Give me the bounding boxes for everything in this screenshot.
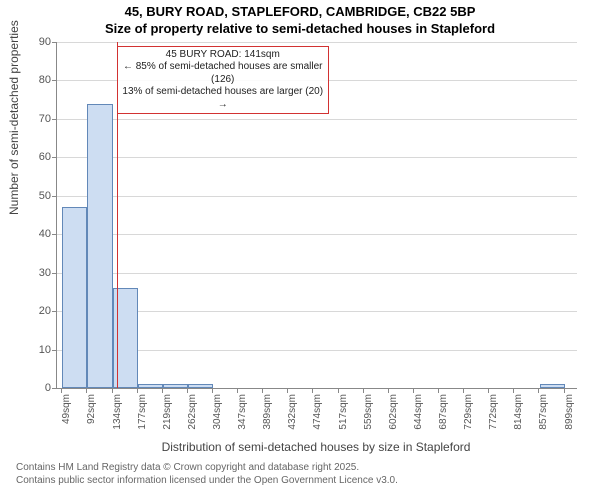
xtick-label: 347sqm	[237, 394, 248, 430]
annotation-line2: ← 85% of semi-detached houses are smalle…	[122, 61, 324, 86]
xtick-label: 517sqm	[338, 394, 349, 430]
xtick-mark	[488, 388, 489, 393]
plot-area: 45 BURY ROAD: 141sqm← 85% of semi-detach…	[56, 42, 577, 389]
xtick-mark	[463, 388, 464, 393]
ytick-mark	[52, 273, 57, 274]
gridline-h	[57, 42, 577, 43]
ytick-label: 90	[21, 36, 51, 48]
footer-line2: Contains public sector information licen…	[16, 475, 398, 486]
ytick-mark	[52, 350, 57, 351]
chart-title-line1: 45, BURY ROAD, STAPLEFORD, CAMBRIDGE, CB…	[0, 4, 600, 19]
histogram-bar	[87, 104, 112, 388]
chart-container: 45, BURY ROAD, STAPLEFORD, CAMBRIDGE, CB…	[0, 0, 600, 500]
ytick-label: 30	[21, 267, 51, 279]
xtick-label: 729sqm	[463, 394, 474, 430]
annotation-line1: 45 BURY ROAD: 141sqm	[122, 49, 324, 62]
xtick-mark	[86, 388, 87, 393]
xtick-mark	[137, 388, 138, 393]
gridline-h	[57, 157, 577, 158]
ytick-mark	[52, 157, 57, 158]
xtick-mark	[312, 388, 313, 393]
ytick-label: 20	[21, 305, 51, 317]
gridline-h	[57, 273, 577, 274]
ytick-label: 80	[21, 74, 51, 86]
xtick-mark	[112, 388, 113, 393]
xtick-mark	[237, 388, 238, 393]
xtick-mark	[338, 388, 339, 393]
x-axis-ticks: 49sqm 92sqm 134sqm 177sqm 219sqm 262sqm 304sqm…	[56, 388, 576, 448]
xtick-label: 389sqm	[262, 394, 273, 430]
xtick-mark	[388, 388, 389, 393]
x-axis-label: Distribution of semi-detached houses by …	[56, 440, 576, 454]
annotation-line3: 13% of semi-detached houses are larger (…	[122, 86, 324, 111]
xtick-label: 134sqm	[112, 394, 123, 430]
xtick-mark	[162, 388, 163, 393]
xtick-mark	[438, 388, 439, 393]
xtick-mark	[564, 388, 565, 393]
xtick-mark	[538, 388, 539, 393]
ytick-label: 70	[21, 113, 51, 125]
xtick-label: 219sqm	[162, 394, 173, 430]
y-axis-label: Number of semi-detached properties	[7, 20, 21, 215]
ytick-mark	[52, 196, 57, 197]
xtick-label: 602sqm	[388, 394, 399, 430]
xtick-mark	[413, 388, 414, 393]
ytick-label: 40	[21, 228, 51, 240]
xtick-label: 559sqm	[363, 394, 374, 430]
xtick-label: 814sqm	[513, 394, 524, 430]
xtick-mark	[513, 388, 514, 393]
ytick-mark	[52, 234, 57, 235]
xtick-mark	[363, 388, 364, 393]
xtick-label: 92sqm	[86, 394, 97, 424]
ytick-label: 10	[21, 344, 51, 356]
ytick-mark	[52, 119, 57, 120]
ytick-mark	[52, 311, 57, 312]
xtick-label: 899sqm	[564, 394, 575, 430]
gridline-h	[57, 196, 577, 197]
ytick-label: 60	[21, 151, 51, 163]
xtick-label: 474sqm	[312, 394, 323, 430]
xtick-label: 772sqm	[488, 394, 499, 430]
ytick-mark	[52, 80, 57, 81]
gridline-h	[57, 234, 577, 235]
xtick-mark	[187, 388, 188, 393]
xtick-label: 857sqm	[538, 394, 549, 430]
xtick-label: 49sqm	[61, 394, 72, 424]
xtick-label: 432sqm	[287, 394, 298, 430]
gridline-h	[57, 119, 577, 120]
xtick-mark	[287, 388, 288, 393]
ytick-label: 50	[21, 190, 51, 202]
xtick-label: 262sqm	[187, 394, 198, 430]
ytick-mark	[52, 42, 57, 43]
xtick-label: 177sqm	[137, 394, 148, 430]
xtick-label: 644sqm	[413, 394, 424, 430]
chart-subtitle: Size of property relative to semi-detach…	[0, 21, 600, 36]
footer-line1: Contains HM Land Registry data © Crown c…	[16, 462, 359, 473]
xtick-mark	[61, 388, 62, 393]
ytick-label: 0	[21, 382, 51, 394]
annotation-box: 45 BURY ROAD: 141sqm← 85% of semi-detach…	[117, 46, 329, 115]
histogram-bar	[62, 207, 87, 388]
xtick-label: 304sqm	[212, 394, 223, 430]
xtick-mark	[212, 388, 213, 393]
xtick-mark	[262, 388, 263, 393]
xtick-label: 687sqm	[438, 394, 449, 430]
